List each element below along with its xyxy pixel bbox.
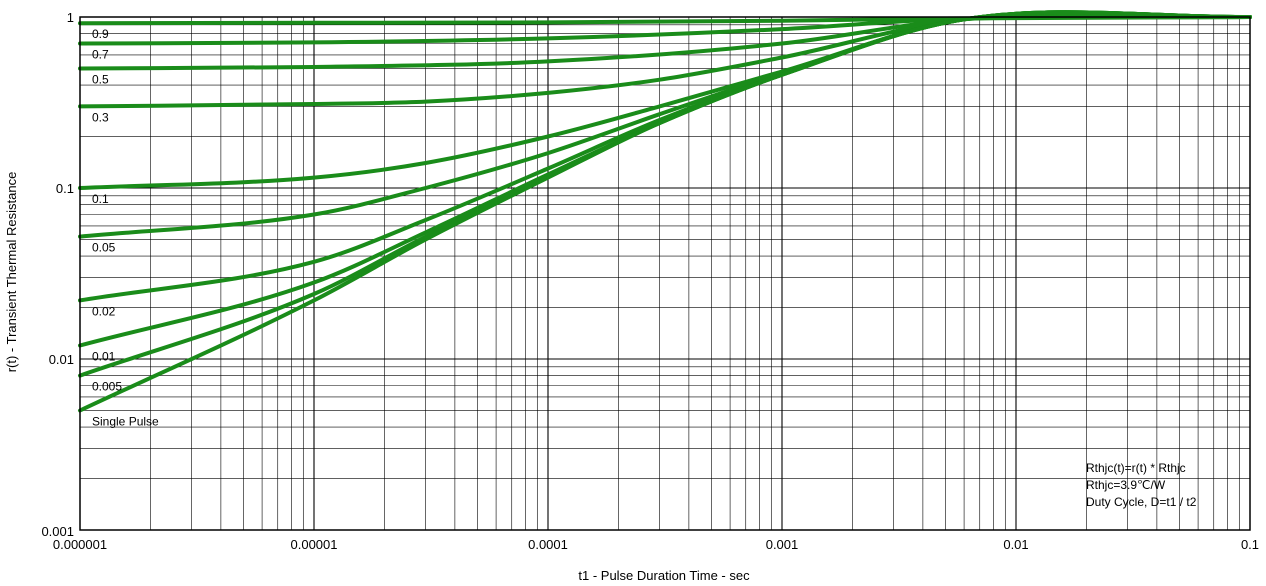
x-tick-label: 0.001 [766, 537, 799, 552]
curve-label: 0.05 [92, 241, 116, 255]
annotation-block: Rthjc(t)=r(t) * Rthjc Rthjc=3.9℃/W Duty Cy… [1086, 461, 1197, 509]
x-tick-label: 0.00001 [291, 537, 338, 552]
y-axis-title: r(t) - Transient Thermal Resistance [4, 172, 19, 373]
x-axis-title: t1 - Pulse Duration Time - sec [578, 568, 750, 583]
curve-label: 0.9 [92, 27, 109, 41]
curve-label: 0.1 [92, 192, 109, 206]
curve-labels: 0.9 0.7 0.5 0.3 0.1 0.05 0.02 0.01 0.005 Single P… [92, 27, 159, 428]
annotation-line: Duty Cycle, D=t1 / t2 [1086, 495, 1197, 509]
x-tick-label: 0.000001 [53, 537, 107, 552]
chart-series-group [78, 10, 1252, 413]
y-tick-labels: 0.001 0.01 0.1 1 [41, 10, 74, 539]
y-tick-label: 1 [67, 10, 74, 25]
curve-label: 0.7 [92, 48, 109, 62]
curve-label: 0.01 [92, 350, 116, 364]
x-tick-labels: 0.000001 0.00001 0.0001 0.001 0.01 0.1 [53, 537, 1259, 552]
y-tick-label: 0.01 [49, 352, 74, 367]
curve-label: 0.3 [92, 110, 109, 124]
curve-label: 0.5 [92, 73, 109, 87]
x-tick-label: 0.0001 [528, 537, 568, 552]
y-tick-label: 0.001 [41, 524, 74, 539]
curve-label: 0.005 [92, 380, 122, 394]
annotation-line: Rthjc(t)=r(t) * Rthjc [1086, 461, 1186, 475]
curve-label: Single Pulse [92, 415, 159, 429]
annotation-line: Rthjc=3.9℃/W [1086, 478, 1166, 492]
curve-label: 0.02 [92, 304, 116, 318]
plot-frame [79, 16, 1251, 531]
series-curve-single-pulse [78, 10, 1252, 413]
x-tick-label: 0.01 [1003, 537, 1028, 552]
y-tick-label: 0.1 [56, 181, 74, 196]
x-tick-label: 0.1 [1241, 537, 1259, 552]
